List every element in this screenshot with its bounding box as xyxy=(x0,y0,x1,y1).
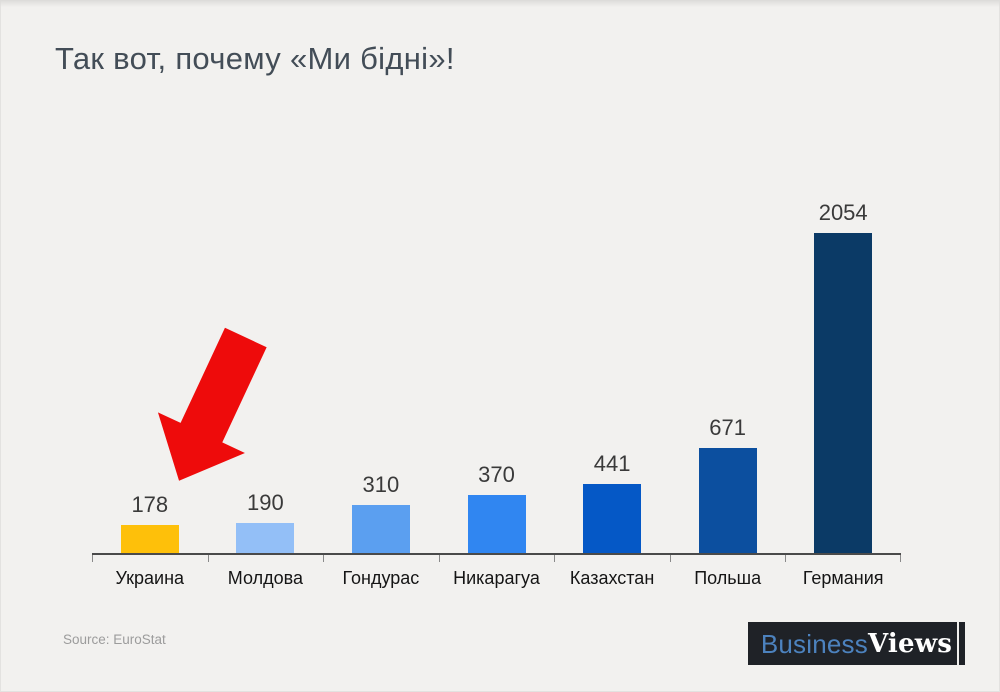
top-edge-shade xyxy=(0,0,1000,7)
chart-bar xyxy=(583,484,642,553)
bar-value-label: 671 xyxy=(709,414,746,440)
x-axis-category-label: Украина xyxy=(115,568,185,588)
logo-accent-line xyxy=(957,622,959,665)
chart-bar xyxy=(351,505,410,553)
x-axis-category-label: Гондурас xyxy=(342,568,420,588)
x-axis-tick xyxy=(323,555,324,562)
red-arrow-shape xyxy=(157,327,267,481)
chart-bar xyxy=(236,523,295,553)
x-axis-tick xyxy=(554,555,555,562)
x-axis-category-label: Германия xyxy=(802,568,884,588)
x-axis-category-label: Польша xyxy=(694,568,762,588)
bar-value-label: 190 xyxy=(247,489,284,515)
businessviews-logo: Business Views xyxy=(748,622,965,665)
logo-text-views: Views xyxy=(867,628,953,659)
bar-value-label: 370 xyxy=(478,461,515,487)
x-axis-tick xyxy=(785,555,786,562)
source-note: Source: EuroStat xyxy=(63,632,166,647)
x-axis-tick xyxy=(439,555,440,562)
logo-text-business: Business xyxy=(760,628,868,659)
bar-value-label: 2054 xyxy=(818,199,868,225)
chart-bar xyxy=(467,495,526,553)
x-axis-tick xyxy=(670,555,671,562)
red-arrow-icon xyxy=(157,327,267,481)
bar-value-label: 441 xyxy=(593,450,631,476)
chart-bar xyxy=(698,448,757,553)
x-axis-category-label: Никарагуа xyxy=(453,568,540,588)
bar-value-label: 178 xyxy=(131,491,169,517)
bar-value-label: 310 xyxy=(362,471,400,497)
x-axis-category-label: Казахстан xyxy=(569,568,655,588)
x-axis-tick xyxy=(900,555,901,562)
chart-bar xyxy=(120,525,179,553)
x-axis-category-label: Молдова xyxy=(227,568,303,588)
x-axis-tick xyxy=(92,555,93,562)
chart-bar xyxy=(814,233,873,553)
x-axis-line: 178 Украина 190 Молдова 310 Гондурас 370 Никара… xyxy=(92,200,901,588)
chart-title: Так вот, почему «Ми бідні»! xyxy=(55,41,455,76)
x-axis-tick xyxy=(208,555,209,562)
